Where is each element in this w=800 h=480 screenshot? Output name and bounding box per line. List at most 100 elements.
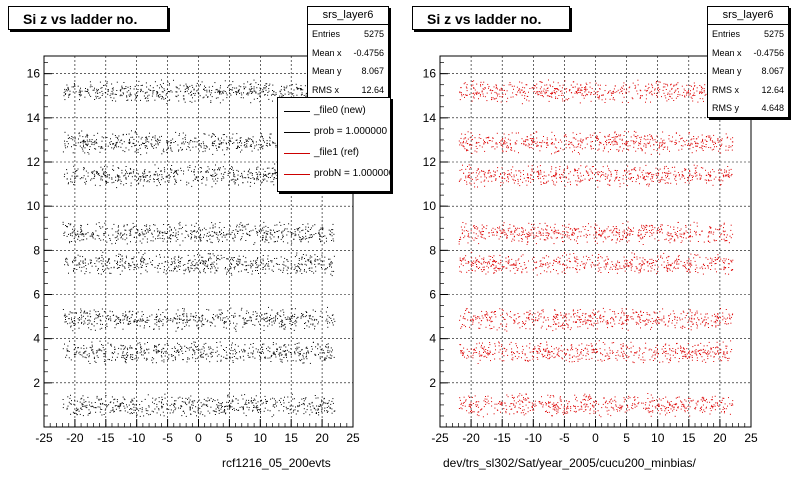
scatter-point bbox=[207, 96, 209, 98]
scatter-point bbox=[528, 91, 529, 93]
scatter-point bbox=[137, 149, 139, 151]
scatter-point bbox=[183, 98, 185, 99]
scatter-point bbox=[301, 264, 303, 266]
scatter-point bbox=[171, 91, 173, 93]
scatter-point bbox=[91, 178, 93, 180]
scatter-point bbox=[330, 273, 332, 275]
scatter-point bbox=[293, 398, 295, 400]
scatter-point bbox=[113, 97, 115, 99]
scatter-point bbox=[194, 178, 196, 180]
scatter-point bbox=[79, 351, 81, 353]
scatter-point bbox=[226, 357, 228, 359]
scatter-point bbox=[231, 274, 233, 276]
scatter-point bbox=[114, 327, 116, 329]
scatter-point bbox=[99, 313, 101, 315]
scatter-point bbox=[229, 320, 231, 322]
scatter-point bbox=[193, 169, 195, 171]
scatter-point bbox=[147, 231, 149, 233]
scatter-point bbox=[70, 325, 72, 327]
scatter-point bbox=[205, 87, 207, 88]
scatter-point bbox=[186, 85, 188, 87]
scatter-point bbox=[68, 223, 70, 225]
scatter-point bbox=[202, 260, 204, 262]
scatter-point bbox=[259, 355, 261, 357]
scatter-point bbox=[265, 89, 267, 91]
scatter-point bbox=[671, 87, 673, 89]
scatter-point bbox=[202, 178, 204, 180]
scatter-point bbox=[175, 267, 176, 269]
scatter-point bbox=[115, 255, 117, 257]
scatter-point bbox=[310, 260, 312, 262]
scatter-point bbox=[254, 324, 256, 326]
scatter-point bbox=[323, 264, 325, 266]
scatter-point bbox=[83, 348, 85, 350]
scatter-point bbox=[321, 356, 323, 358]
scatter-point bbox=[322, 352, 324, 354]
scatter-point bbox=[67, 143, 69, 145]
scatter-point bbox=[152, 240, 154, 242]
scatter-point bbox=[187, 347, 189, 349]
scatter-point bbox=[255, 82, 257, 84]
scatter-point bbox=[251, 174, 253, 176]
scatter-point bbox=[143, 351, 145, 353]
scatter-point bbox=[215, 411, 217, 413]
scatter-point bbox=[275, 94, 277, 95]
scatter-point bbox=[326, 318, 328, 320]
scatter-point bbox=[185, 230, 187, 232]
scatter-point bbox=[298, 355, 300, 357]
scatter-point bbox=[69, 137, 70, 139]
scatter-point bbox=[480, 94, 481, 96]
scatter-point bbox=[255, 172, 257, 173]
scatter-point bbox=[307, 350, 309, 352]
scatter-point bbox=[115, 405, 117, 406]
scatter-point bbox=[266, 348, 267, 350]
scatter-point bbox=[219, 92, 220, 93]
scatter-point bbox=[100, 179, 102, 181]
scatter-point bbox=[124, 354, 126, 356]
scatter-point bbox=[200, 145, 202, 147]
scatter-point bbox=[246, 224, 248, 226]
scatter-point bbox=[332, 223, 334, 225]
scatter-point bbox=[242, 97, 244, 99]
scatter-point bbox=[85, 91, 87, 92]
scatter-point bbox=[257, 234, 258, 236]
scatter-point bbox=[184, 326, 186, 327]
scatter-point bbox=[233, 240, 235, 242]
scatter-point bbox=[254, 225, 256, 227]
scatter-point bbox=[187, 254, 189, 256]
scatter-point bbox=[169, 226, 171, 228]
scatter-point bbox=[260, 133, 262, 135]
scatter-point bbox=[127, 354, 129, 356]
scatter-point bbox=[92, 351, 94, 353]
scatter-point bbox=[190, 140, 192, 141]
scatter-point bbox=[260, 258, 262, 260]
scatter-point bbox=[265, 233, 267, 235]
scatter-point bbox=[134, 319, 136, 320]
scatter-point bbox=[122, 92, 124, 94]
scatter-point bbox=[93, 89, 95, 91]
scatter-point bbox=[124, 239, 126, 241]
scatter-point bbox=[104, 175, 106, 176]
scatter-point bbox=[156, 412, 158, 414]
scatter-point bbox=[243, 323, 245, 325]
scatter-point bbox=[586, 88, 588, 90]
scatter-point bbox=[88, 322, 90, 324]
scatter-point bbox=[176, 237, 178, 239]
scatter-point bbox=[205, 342, 207, 344]
scatter-point bbox=[186, 87, 188, 89]
scatter-point bbox=[162, 232, 164, 234]
scatter-point bbox=[242, 355, 244, 357]
scatter-point bbox=[459, 99, 461, 101]
scatter-point bbox=[330, 317, 332, 319]
scatter-point bbox=[140, 266, 142, 268]
scatter-point bbox=[200, 354, 202, 356]
scatter-point bbox=[185, 324, 187, 326]
scatter-point bbox=[250, 230, 252, 232]
scatter-point bbox=[318, 233, 320, 235]
scatter-point bbox=[88, 319, 90, 321]
scatter-point bbox=[184, 138, 186, 140]
scatter-point bbox=[138, 80, 140, 82]
scatter-point bbox=[260, 351, 262, 353]
scatter-point bbox=[186, 313, 188, 315]
scatter-point bbox=[228, 270, 230, 272]
